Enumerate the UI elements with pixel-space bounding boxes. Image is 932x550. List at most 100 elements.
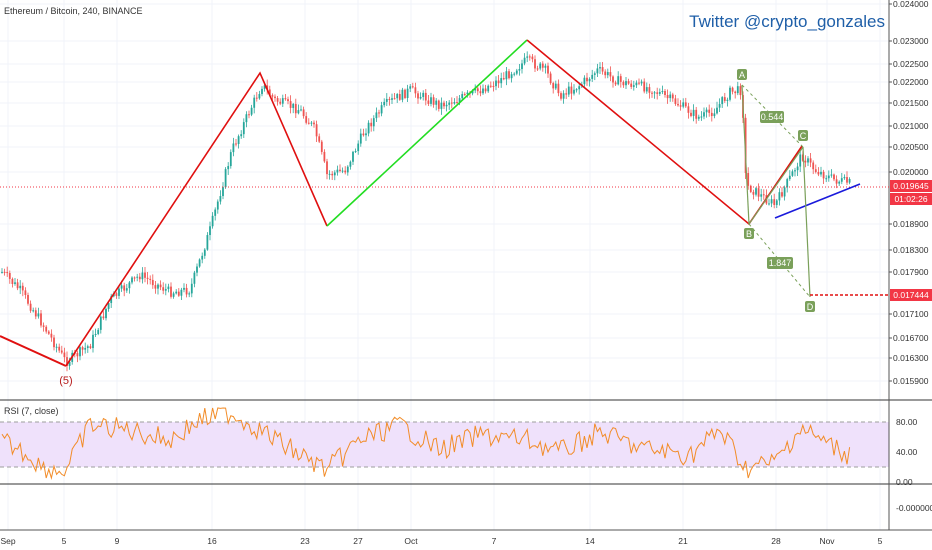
rsi-tick-label: 40.00 — [896, 447, 918, 457]
candle-body — [240, 134, 243, 137]
candle-body — [739, 86, 742, 96]
candle-body — [138, 276, 141, 280]
candle-body — [827, 175, 830, 179]
candle-body — [664, 91, 666, 96]
candle-body — [614, 82, 617, 85]
price-tick-label: 0.021500 — [893, 98, 929, 108]
candle-body — [705, 109, 708, 113]
candle-body — [622, 81, 625, 86]
candle-body — [354, 151, 357, 153]
rsi-axis[interactable]: 80.00 40.00 0.00 -0.000000 — [896, 417, 932, 513]
candle-body — [42, 325, 45, 327]
candle-body — [505, 71, 508, 80]
candle-body — [404, 89, 406, 98]
green-channel-line[interactable] — [326, 39, 528, 227]
rsi-tick-label: 80.00 — [896, 417, 918, 427]
candle-body — [34, 310, 37, 317]
candle-body — [768, 203, 770, 205]
candle-body — [359, 133, 362, 144]
candle-body — [601, 67, 604, 72]
candle-body — [367, 122, 370, 134]
candle-body — [323, 151, 326, 162]
candle-body — [21, 285, 24, 291]
candle-body — [713, 113, 716, 117]
candle-body — [515, 70, 518, 74]
red-impulse-line[interactable] — [65, 71, 328, 367]
candle-body — [450, 102, 453, 104]
candle-body — [159, 284, 162, 288]
candle-body — [393, 98, 396, 100]
candle-body — [510, 74, 513, 79]
candle-body — [627, 81, 630, 84]
rsi-panel[interactable]: RSI (7, close) — [0, 406, 889, 480]
candle-body — [141, 272, 144, 280]
candle-body — [565, 93, 568, 95]
candle-body — [68, 361, 71, 366]
harmonic-leg-bc[interactable] — [748, 146, 804, 225]
candle-body — [456, 102, 458, 104]
candle-body — [284, 98, 287, 100]
candle-body — [606, 72, 609, 76]
time-tick-label: Oct — [404, 536, 418, 546]
candle-body — [422, 92, 425, 97]
candle-body — [170, 286, 172, 297]
candle-body — [79, 347, 81, 357]
candle-body — [214, 209, 217, 216]
harmonic-leg-cd[interactable] — [802, 146, 811, 298]
candle-body — [183, 287, 185, 290]
candle-body — [710, 112, 713, 117]
candle-body — [146, 277, 149, 279]
candle-body — [300, 109, 302, 111]
candle-body — [817, 172, 820, 175]
candle-body — [794, 170, 796, 172]
candle-body — [99, 316, 102, 330]
candle-body — [814, 169, 817, 173]
price-tick-label: 0.017100 — [893, 309, 929, 319]
drawings[interactable]: A B C D 0.544 1.847 (5) — [0, 39, 889, 387]
candle-body — [53, 337, 55, 348]
candle-body — [118, 288, 120, 296]
candle-body — [237, 136, 240, 145]
candle-body — [222, 187, 224, 197]
candle-body — [227, 166, 230, 170]
candle-body — [123, 285, 126, 291]
candle-body — [27, 294, 29, 304]
candle-body — [443, 102, 445, 107]
candle-body — [656, 92, 659, 94]
candle-body — [799, 154, 802, 167]
candle-body — [349, 161, 352, 167]
candle-body — [840, 178, 843, 182]
price-tick-label: 0.018900 — [893, 219, 929, 229]
candle-body — [357, 143, 360, 152]
candle-body — [331, 173, 334, 176]
candle-body — [500, 78, 503, 84]
candle-body — [648, 87, 651, 93]
harmonic-leg-ab[interactable] — [741, 84, 750, 225]
price-tick-label: 0.022500 — [893, 59, 929, 69]
blue-support-line[interactable] — [774, 183, 861, 219]
candle-body — [755, 188, 757, 195]
red-trend-line-1[interactable] — [0, 335, 67, 367]
candle-body — [344, 170, 347, 173]
candle-body — [697, 116, 700, 119]
candle-body — [736, 86, 739, 94]
time-axis[interactable]: Sep 5 9 16 23 27 Oct 7 14 21 28 Nov 5 — [0, 536, 882, 546]
candle-body — [328, 173, 331, 175]
candle-body — [640, 81, 643, 84]
wave-5-label: (5) — [59, 375, 72, 387]
countdown-tag — [890, 193, 932, 205]
candle-body — [674, 98, 677, 104]
label-a: A — [739, 70, 745, 80]
ratio-ac-label: 0.544 — [761, 112, 784, 122]
candle-body — [336, 169, 339, 173]
candle-body — [263, 85, 266, 89]
candle-body — [562, 93, 565, 99]
candle-body — [625, 81, 627, 86]
candle-body — [638, 82, 640, 84]
candle-body — [305, 116, 308, 123]
price-axis[interactable]: 0.024000 0.023000 0.022500 0.022000 0.021500… — [889, 0, 929, 386]
candle-body — [552, 83, 555, 89]
label-b-box — [744, 228, 754, 239]
candle-body — [721, 97, 724, 105]
